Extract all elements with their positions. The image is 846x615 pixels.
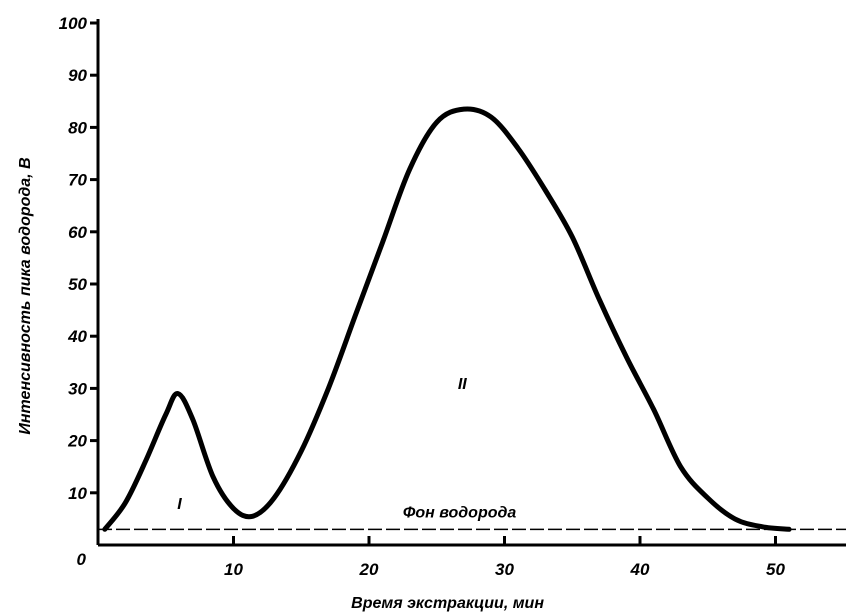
- y-axis-label: Интенсивность пика водорода, В: [17, 157, 34, 434]
- y-tick-label: 90: [68, 66, 87, 85]
- x-tick-label: 10: [224, 560, 243, 579]
- y-tick-label: 80: [68, 118, 87, 137]
- origin-label: 0: [77, 550, 87, 569]
- y-tick-label: 40: [67, 327, 87, 346]
- y-tick-label: 100: [59, 14, 88, 33]
- y-tick-label: 30: [68, 379, 87, 398]
- x-tick-label: 50: [766, 560, 785, 579]
- annotation-peak-2: II: [458, 376, 467, 393]
- x-axis-label: Время экстракции, мин: [351, 595, 544, 612]
- axes: [96, 19, 846, 547]
- y-tick-label: 60: [68, 223, 87, 242]
- ticks: 10 20 30 40 50 10 20 30 40 50 60 70 80 90 100: [59, 14, 786, 579]
- x-tick-label: 40: [630, 560, 650, 579]
- annotation-peak-1: I: [177, 496, 182, 513]
- y-tick-label: 10: [68, 484, 87, 503]
- baseline-label: Фон водорода: [403, 504, 517, 521]
- x-tick-label: 30: [495, 560, 514, 579]
- y-tick-label: 50: [68, 275, 87, 294]
- series-line: [102, 106, 792, 532]
- x-tick-label: 20: [359, 560, 379, 579]
- y-tick-label: 20: [67, 432, 87, 451]
- y-tick-label: 70: [68, 171, 87, 190]
